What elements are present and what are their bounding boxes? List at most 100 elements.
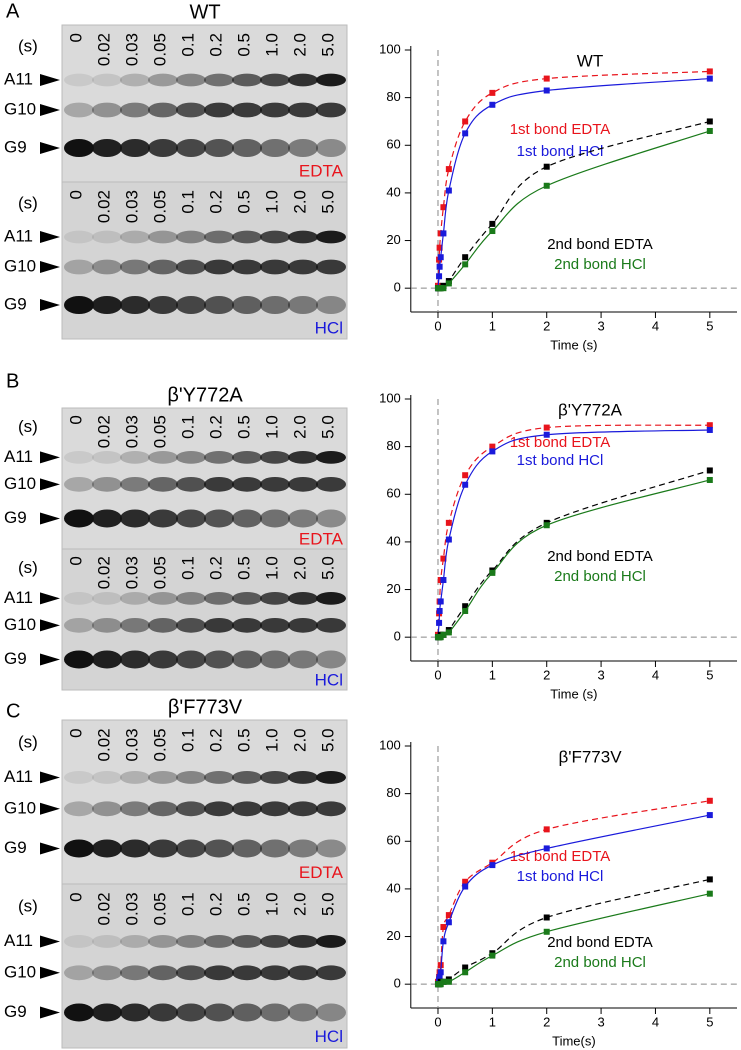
band-arrow	[40, 935, 60, 948]
band-label: G9	[4, 294, 27, 313]
gel-band	[204, 230, 234, 244]
gel-band	[92, 296, 122, 314]
gel-band	[148, 617, 178, 633]
gel-band	[92, 476, 122, 492]
band-label: G9	[4, 508, 27, 527]
band-arrow	[40, 842, 60, 855]
gel-band	[120, 73, 150, 87]
x-tick-label: 2	[543, 1014, 550, 1029]
lane-time: 0.1	[178, 190, 197, 214]
data-point	[706, 812, 713, 819]
lane-time: 1.0	[262, 556, 281, 580]
band-label: G9	[4, 838, 27, 857]
data-point	[462, 607, 469, 614]
lane-time: 2.0	[290, 892, 309, 916]
gel-band	[176, 230, 206, 244]
gel-band	[260, 259, 290, 275]
data-point	[436, 619, 443, 626]
x-tick-label: 3	[597, 1014, 604, 1029]
gel-band	[120, 965, 150, 981]
data-point	[440, 631, 447, 638]
gel-band	[232, 139, 262, 157]
x-axis-label: Time (s)	[550, 686, 597, 701]
y-tick-label: 40	[386, 184, 400, 199]
gel-band	[148, 450, 178, 464]
gel-band	[204, 296, 234, 314]
data-point	[543, 928, 550, 935]
data-point	[489, 228, 496, 235]
lane-time: 0.05	[150, 415, 169, 448]
gel-band	[260, 801, 290, 817]
gel-band	[148, 102, 178, 118]
band-arrow	[40, 619, 60, 632]
gel-band	[176, 839, 206, 858]
data-point	[462, 130, 469, 137]
gel-band	[120, 259, 150, 275]
gel-band	[92, 73, 122, 87]
lane-time: 2.0	[290, 190, 309, 214]
data-point	[440, 230, 447, 237]
legend-entry: 1st bond EDTA	[510, 121, 611, 138]
lane-time: 0.05	[150, 190, 169, 223]
data-point	[706, 426, 713, 433]
gel-band	[148, 801, 178, 817]
gel-band	[120, 591, 150, 605]
y-tick-label: 0	[394, 976, 401, 991]
time-unit: (s)	[18, 732, 38, 751]
data-point	[543, 522, 550, 529]
legend-entry: 1st bond HCl	[517, 143, 604, 160]
data-point	[706, 467, 713, 474]
gel-band	[176, 102, 206, 118]
lane-time: 5.0	[318, 415, 337, 439]
gel-title: WT	[189, 1, 220, 23]
gel-band	[92, 591, 122, 605]
lane-time: 0.2	[206, 728, 225, 752]
data-point	[436, 244, 443, 251]
panel-letter: A	[6, 0, 20, 22]
data-point	[445, 280, 452, 287]
gel-band	[316, 801, 346, 817]
band-label: G9	[4, 1002, 27, 1021]
gel-band	[260, 73, 290, 87]
data-point	[706, 68, 713, 75]
band-label: A11	[4, 931, 33, 950]
gel-band	[260, 839, 290, 858]
gel-band	[232, 73, 262, 87]
y-tick-label: 20	[386, 232, 400, 247]
gel-band	[64, 935, 94, 948]
data-point	[706, 127, 713, 134]
data-point	[543, 431, 550, 438]
lane-time: 1.0	[262, 728, 281, 752]
y-tick-label: 80	[386, 785, 400, 800]
gel-band	[120, 801, 150, 817]
lane-time: 5.0	[318, 892, 337, 916]
lane-time: 0.03	[122, 415, 141, 448]
data-point	[462, 964, 469, 971]
gel-band	[64, 965, 94, 981]
gel-band	[148, 591, 178, 605]
x-tick-label: 0	[434, 667, 441, 682]
gel-band	[176, 476, 206, 492]
condition-label: EDTA	[299, 530, 344, 549]
data-point	[706, 118, 713, 125]
gel-band	[92, 839, 122, 858]
data-point	[445, 187, 452, 194]
gel-band	[232, 259, 262, 275]
y-tick-label: 80	[386, 438, 400, 453]
data-point	[489, 569, 496, 576]
panel-letter: B	[6, 370, 19, 392]
gel-band	[64, 296, 94, 314]
data-point	[462, 878, 469, 885]
legend-entry: 1st bond EDTA	[510, 434, 611, 451]
gel-band	[64, 771, 94, 784]
lane-time: 0.1	[178, 415, 197, 439]
data-point	[462, 969, 469, 976]
lane-time: 0.03	[122, 728, 141, 761]
lane-time: 2.0	[290, 728, 309, 752]
gel-band	[316, 617, 346, 633]
gel-band	[316, 771, 346, 784]
y-tick-label: 60	[386, 137, 400, 152]
gel-title: β'Y772A	[167, 384, 243, 406]
y-tick-label: 0	[394, 629, 401, 644]
y-tick-label: 60	[386, 833, 400, 848]
